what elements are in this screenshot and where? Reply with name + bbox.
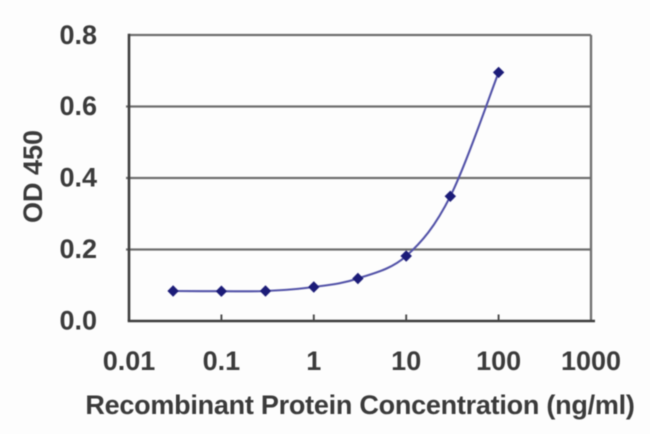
svg-text:10: 10 (391, 346, 421, 376)
svg-text:0.0: 0.0 (59, 306, 97, 336)
svg-text:1000: 1000 (561, 346, 621, 376)
svg-text:100: 100 (476, 346, 521, 376)
svg-text:0.8: 0.8 (59, 20, 97, 50)
svg-text:0.6: 0.6 (59, 91, 97, 121)
svg-text:0.4: 0.4 (59, 163, 97, 193)
svg-text:OD 450: OD 450 (18, 130, 48, 223)
svg-text:1: 1 (306, 346, 321, 376)
svg-text:0.01: 0.01 (103, 346, 156, 376)
svg-text:Recombinant Protein Concentrat: Recombinant Protein Concentration (ng/ml… (85, 390, 634, 420)
svg-text:0.2: 0.2 (59, 234, 97, 264)
svg-text:0.1: 0.1 (203, 346, 241, 376)
